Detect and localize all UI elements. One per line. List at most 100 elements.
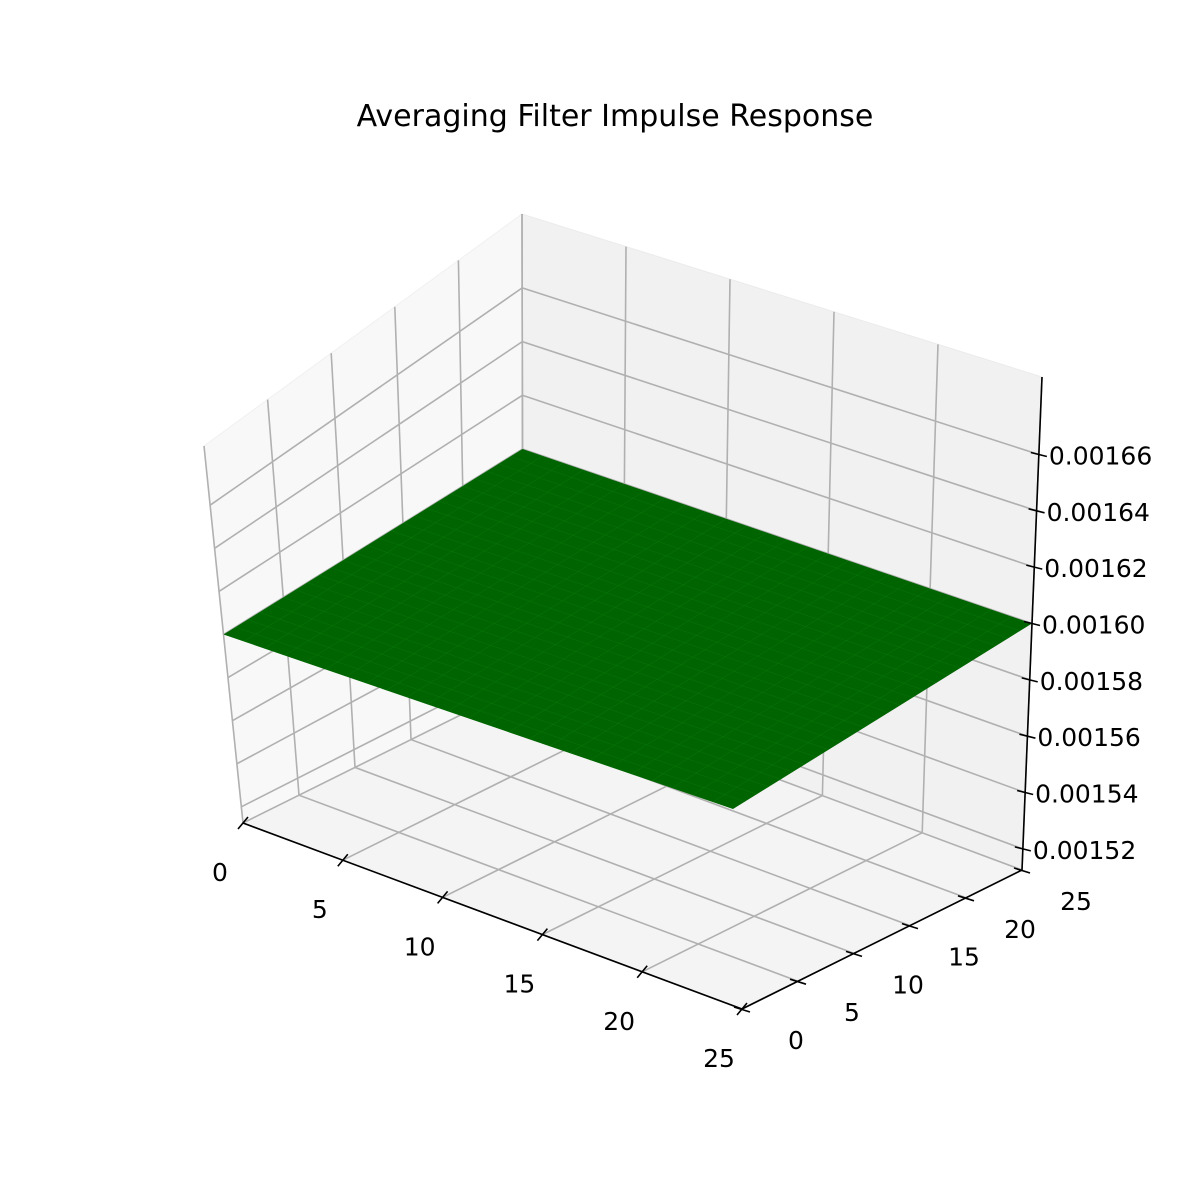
x-tick-label: 5 — [312, 895, 328, 924]
surface-mesh-line — [283, 597, 793, 773]
surface-mesh — [223, 449, 1032, 809]
surface-mesh-line — [651, 595, 951, 782]
z-tick-label: 0.00162 — [1044, 554, 1147, 583]
surface-mesh-line — [378, 537, 889, 713]
surface-mesh-line — [366, 545, 877, 721]
y-axis-line — [741, 869, 1023, 1010]
surface-plane — [223, 449, 1032, 809]
surface-mesh-line — [325, 483, 625, 670]
z-tick — [1026, 564, 1043, 570]
z-tick-label: 0.00154 — [1035, 780, 1138, 809]
surface-mesh-line — [345, 490, 645, 677]
y-tick-label: 15 — [948, 943, 980, 972]
surface-mesh-line — [271, 604, 781, 780]
surface-mesh-line — [243, 455, 544, 642]
y-tick — [845, 950, 863, 958]
z-tick-label: 0.00156 — [1037, 723, 1140, 752]
z-tick-label: 0.00152 — [1033, 836, 1136, 865]
surface-mesh-line — [319, 574, 829, 750]
y-tick — [957, 895, 975, 902]
surface-mesh-line — [331, 567, 841, 743]
x-tick-label: 25 — [703, 1044, 735, 1073]
gridline-y — [330, 353, 855, 955]
z-tick-label: 0.00160 — [1042, 611, 1145, 640]
x-axis-line — [242, 822, 743, 1010]
surface-mesh-line — [467, 532, 768, 719]
surface-mesh-line — [510, 456, 1021, 632]
surface-mesh-line — [247, 619, 758, 795]
surface-mesh-line — [304, 476, 605, 663]
surface-mesh-line — [630, 588, 931, 775]
y-tick — [901, 922, 919, 930]
y-tick-label: 10 — [892, 970, 924, 999]
x-tick-label: 10 — [404, 932, 436, 961]
y-tick-label: 5 — [844, 998, 860, 1027]
z-tick — [1030, 451, 1048, 458]
z-tick-label: 0.00164 — [1047, 498, 1150, 527]
z-tick — [1021, 677, 1038, 683]
y-tick-label: 25 — [1060, 887, 1092, 916]
x-tick — [237, 816, 249, 830]
gridline-y — [266, 399, 799, 982]
surface-mesh-line — [426, 508, 937, 684]
axis-ticks: 0 5 10 15 20 25 0 5 10 15 20 25 0.00152 0.00154 0.0015… — [212, 441, 1152, 1073]
surface-mesh-line — [569, 567, 870, 754]
surface-mesh-line — [692, 609, 992, 796]
surface-mesh-line — [259, 611, 769, 788]
x-tick-label: 20 — [603, 1007, 635, 1036]
surface-mesh-line — [235, 626, 746, 802]
x-tick — [636, 965, 648, 979]
gridline-z — [218, 394, 1035, 593]
surface-mesh-line — [447, 525, 747, 712]
surface-mesh-line — [406, 511, 707, 698]
surface-mesh-line — [462, 485, 973, 661]
surface-mesh-line — [390, 530, 901, 706]
gridline-z — [209, 287, 1040, 506]
surface-mesh-line — [414, 515, 925, 691]
surface-mesh-line — [450, 493, 961, 669]
surface-mesh-line — [529, 553, 829, 740]
surface-mesh-line — [488, 539, 788, 726]
surface-mesh-line — [386, 504, 686, 691]
surface-mesh-line — [427, 518, 727, 705]
surface-mesh-line — [342, 559, 853, 736]
z-tick — [1014, 846, 1032, 852]
x-tick-label: 0 — [212, 858, 228, 887]
surface-mesh-line — [508, 546, 809, 733]
gridline-z — [214, 340, 1037, 549]
surface-mesh-line — [295, 589, 805, 765]
z-tick-label: 0.00158 — [1040, 667, 1143, 696]
surface-mesh-line — [365, 497, 666, 684]
surface-mesh-line — [354, 552, 865, 728]
y-tick — [1013, 867, 1031, 874]
surface-mesh-line — [549, 560, 849, 747]
surface-mesh-line — [307, 582, 817, 758]
z-tick — [1023, 620, 1041, 627]
surface-mesh-line — [590, 574, 890, 761]
z-tick — [1016, 789, 1034, 796]
surface-mesh-line — [498, 463, 1009, 639]
x-tick — [436, 890, 449, 904]
z-tick-label: 0.00166 — [1049, 441, 1152, 470]
z-tick — [1028, 508, 1045, 514]
surface-mesh-line — [438, 500, 949, 676]
surface-mesh-line — [402, 522, 913, 699]
x-tick-label: 15 — [503, 970, 535, 999]
surface-mesh-line — [284, 469, 584, 656]
surface-mesh-line — [474, 478, 985, 654]
surface-mesh-line — [264, 462, 564, 649]
z-tick — [1019, 733, 1036, 739]
y-tick-label: 0 — [788, 1026, 804, 1055]
surface-mesh-line — [486, 470, 997, 647]
surface-mesh-line — [610, 581, 910, 768]
y-tick — [789, 978, 807, 985]
x-tick — [536, 928, 549, 942]
y-tick — [733, 1006, 751, 1013]
chart-title: Averaging Filter Impulse Response — [357, 99, 874, 134]
gridline-y — [394, 306, 911, 927]
y-tick-label: 20 — [1004, 915, 1036, 944]
x-tick — [337, 853, 349, 867]
surface-mesh-line — [671, 602, 972, 789]
surface-mesh-line — [712, 616, 1012, 803]
